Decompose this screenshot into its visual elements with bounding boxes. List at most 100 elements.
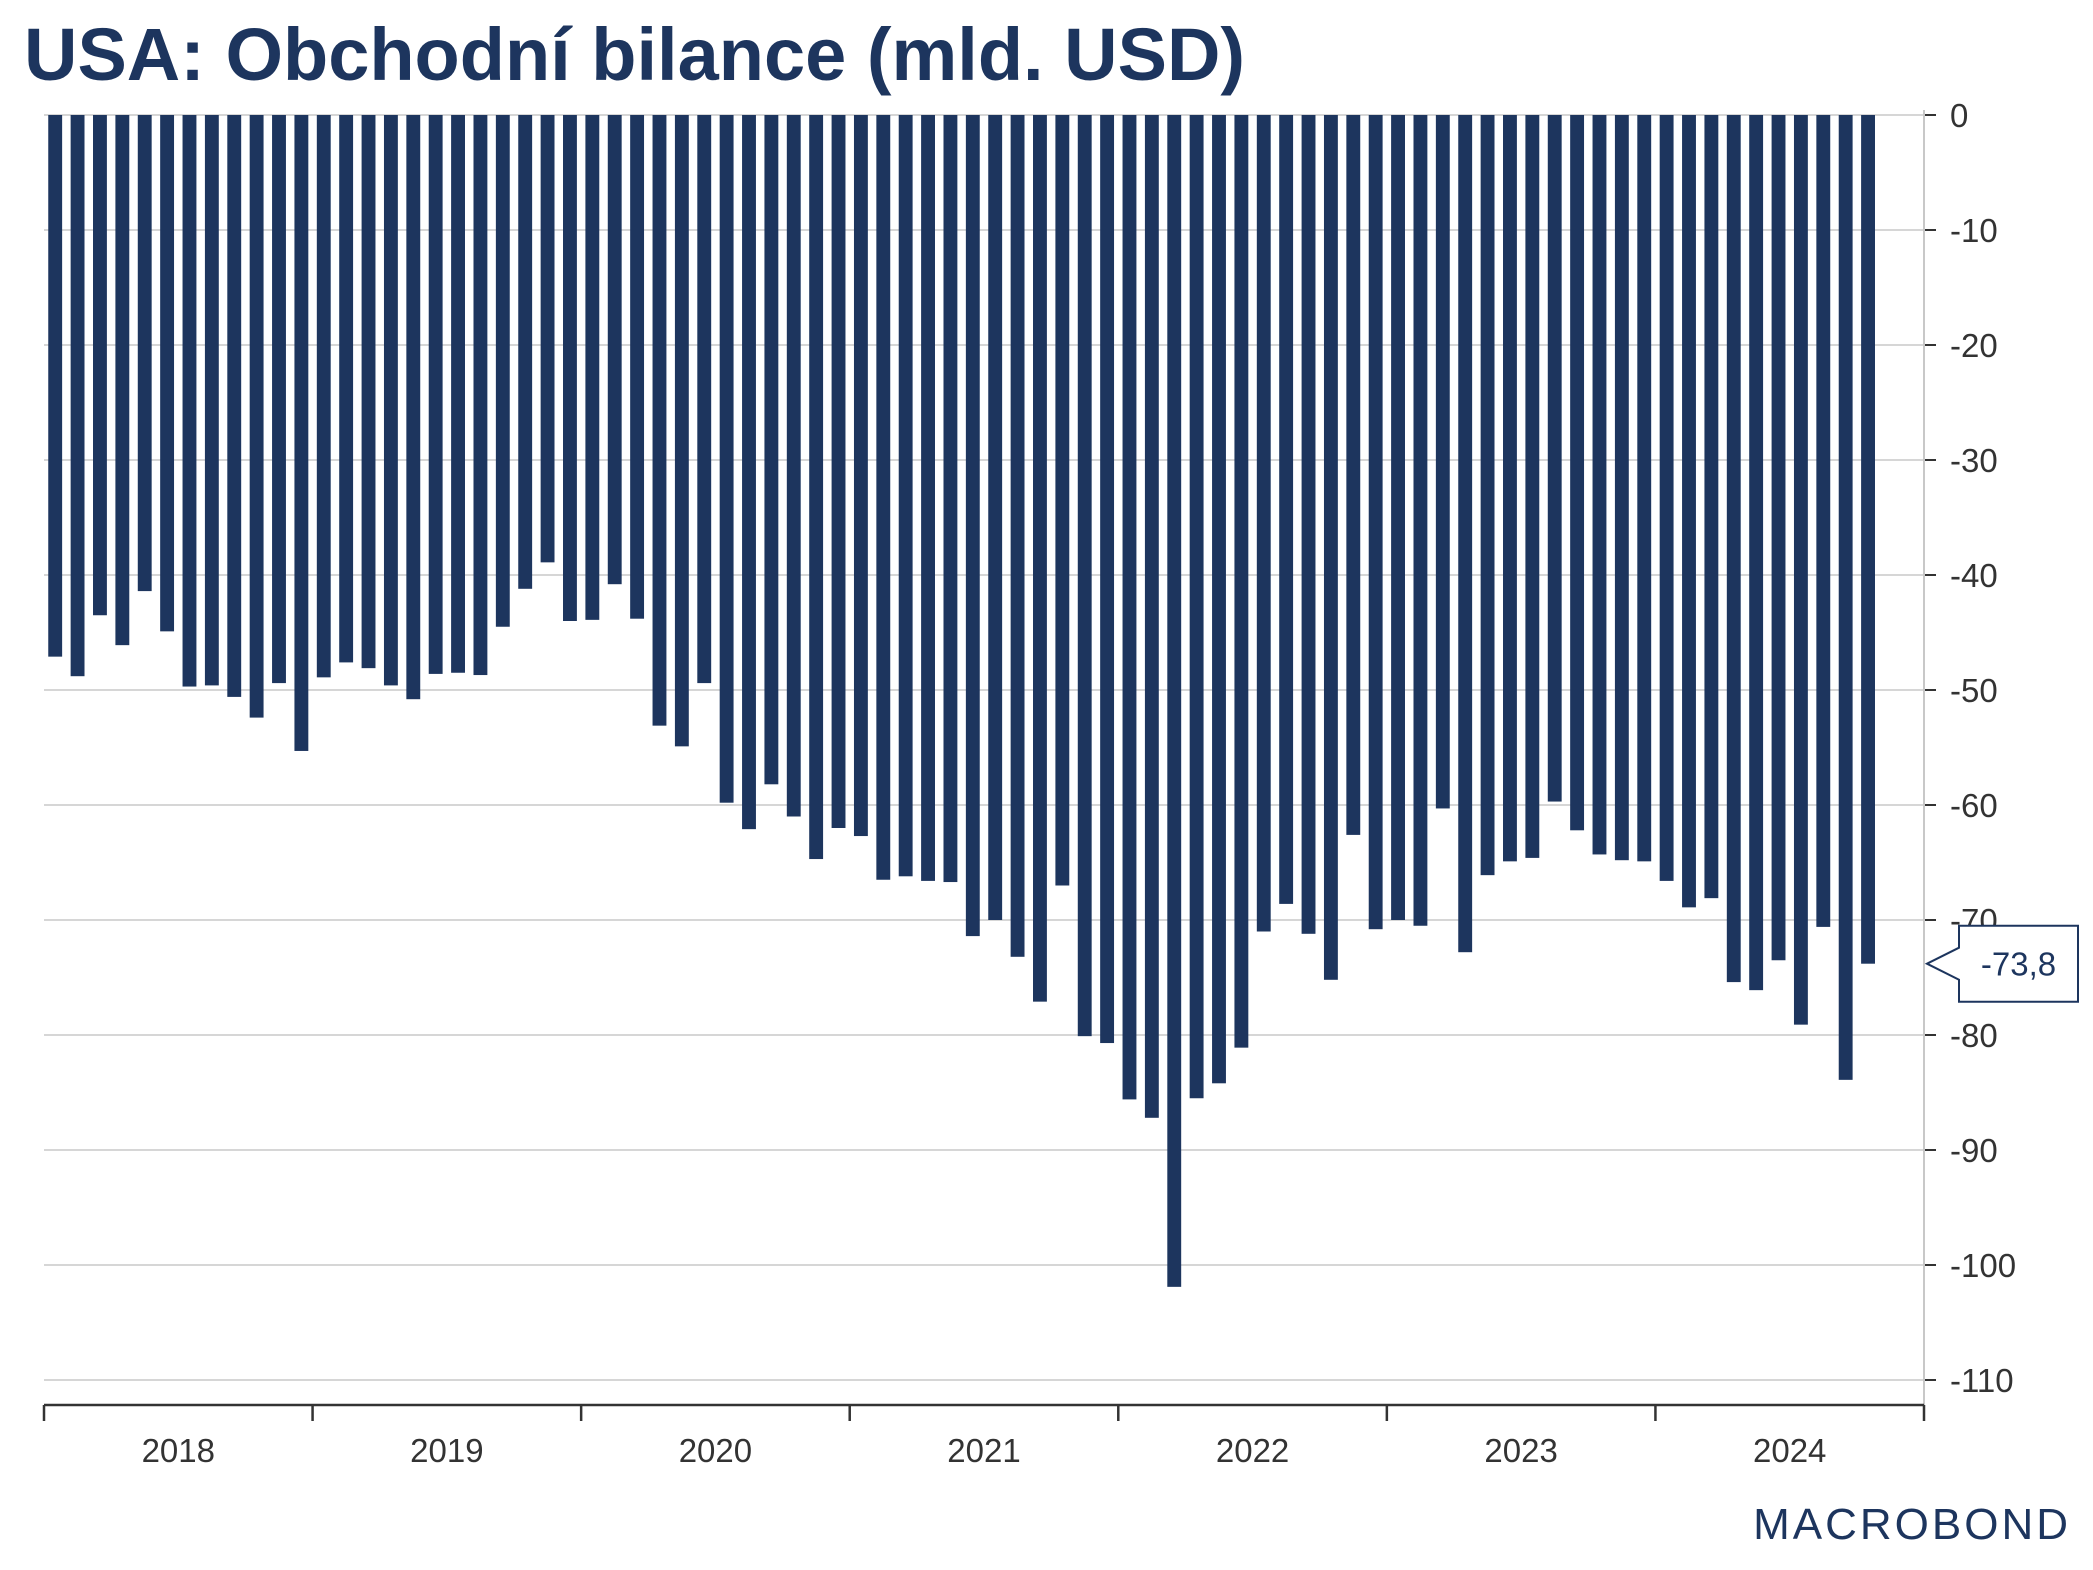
bar	[1637, 115, 1652, 862]
bar	[1771, 115, 1786, 961]
bar	[674, 115, 689, 747]
bar	[1480, 115, 1495, 876]
bar	[316, 115, 331, 678]
y-tick-label: -30	[1950, 442, 1998, 479]
bar	[1592, 115, 1607, 855]
bar	[1503, 115, 1517, 862]
y-tick-label: -80	[1950, 1017, 1998, 1054]
macrobond-logo: MACROBOND	[1753, 1500, 2071, 1549]
bar	[1212, 115, 1226, 1084]
bar	[294, 115, 309, 751]
last-value-callout: -73,8	[1924, 924, 2079, 1003]
y-tick-label: -60	[1950, 787, 1998, 824]
y-tick-label: 0	[1950, 97, 1968, 134]
bar	[1077, 115, 1092, 1037]
bar	[742, 115, 756, 830]
bar	[204, 115, 219, 686]
bars	[48, 115, 1875, 1287]
bar	[1391, 115, 1405, 920]
bar	[965, 115, 980, 937]
bar	[495, 115, 510, 627]
bar	[1704, 115, 1719, 899]
bar	[853, 115, 868, 837]
y-tick-label: -110	[1950, 1362, 2014, 1399]
bar	[1749, 115, 1764, 991]
bar	[809, 115, 824, 860]
bar	[1189, 115, 1204, 1099]
bar	[898, 115, 913, 877]
bar	[227, 115, 242, 697]
bar	[697, 115, 712, 684]
bar	[1435, 115, 1450, 809]
bar	[1816, 115, 1831, 927]
bar	[607, 115, 622, 585]
bar	[876, 115, 891, 880]
axes: 0-10-20-30-40-50-60-70-80-90-100-1102018…	[42, 97, 2016, 1469]
y-tick-label: -100	[1950, 1247, 2016, 1284]
last-value-label: -73,8	[1981, 946, 2056, 983]
bar	[272, 115, 286, 684]
bar	[1323, 115, 1338, 980]
y-tick-label: -50	[1950, 672, 1998, 709]
x-tick-label: 2021	[947, 1432, 1020, 1469]
bar	[70, 115, 85, 677]
bar	[1100, 115, 1115, 1044]
bar	[921, 115, 935, 881]
bar	[1279, 115, 1294, 904]
bar	[988, 115, 1003, 920]
bar	[93, 115, 107, 616]
bar	[1614, 115, 1629, 861]
bar	[1301, 115, 1316, 934]
callout-box	[1924, 924, 2079, 1003]
bar	[182, 115, 197, 687]
bar	[383, 115, 398, 686]
bar	[428, 115, 443, 674]
bar	[1122, 115, 1137, 1100]
y-tick-label: -10	[1950, 212, 1998, 249]
bar	[1726, 115, 1741, 983]
bar	[249, 115, 264, 718]
bar	[764, 115, 779, 785]
bar	[48, 115, 63, 657]
chart-title: USA: Obchodní bilance (mld. USD)	[24, 13, 1246, 96]
bar	[943, 115, 958, 883]
bar	[1861, 115, 1875, 964]
bar	[1256, 115, 1271, 932]
bar	[137, 115, 152, 592]
bar	[652, 115, 667, 726]
bar	[361, 115, 376, 669]
bar	[1458, 115, 1473, 953]
x-tick-label: 2024	[1753, 1432, 1826, 1469]
bar	[630, 115, 645, 619]
bar	[1144, 115, 1159, 1118]
bar	[1010, 115, 1025, 957]
bar	[115, 115, 130, 646]
bar	[160, 115, 175, 632]
bar	[451, 115, 465, 673]
bar	[786, 115, 801, 817]
bar	[1659, 115, 1674, 881]
bar	[831, 115, 846, 828]
y-tick-label: -20	[1950, 327, 1998, 364]
bar	[563, 115, 577, 621]
bar	[339, 115, 354, 663]
x-tick-label: 2023	[1484, 1432, 1557, 1469]
bar	[1793, 115, 1808, 1025]
bar	[585, 115, 600, 620]
bar	[719, 115, 734, 803]
bar	[1055, 115, 1070, 886]
gridlines	[44, 114, 1924, 1381]
x-tick-label: 2022	[1216, 1432, 1289, 1469]
bar	[1033, 115, 1047, 1002]
bar	[1547, 115, 1562, 802]
bar	[1682, 115, 1696, 908]
bar	[518, 115, 533, 589]
bar	[1570, 115, 1585, 831]
bar	[540, 115, 555, 563]
bar	[1346, 115, 1361, 835]
bar	[1167, 115, 1182, 1287]
bar	[1368, 115, 1383, 930]
bar	[406, 115, 421, 700]
x-tick-label: 2020	[679, 1432, 752, 1469]
